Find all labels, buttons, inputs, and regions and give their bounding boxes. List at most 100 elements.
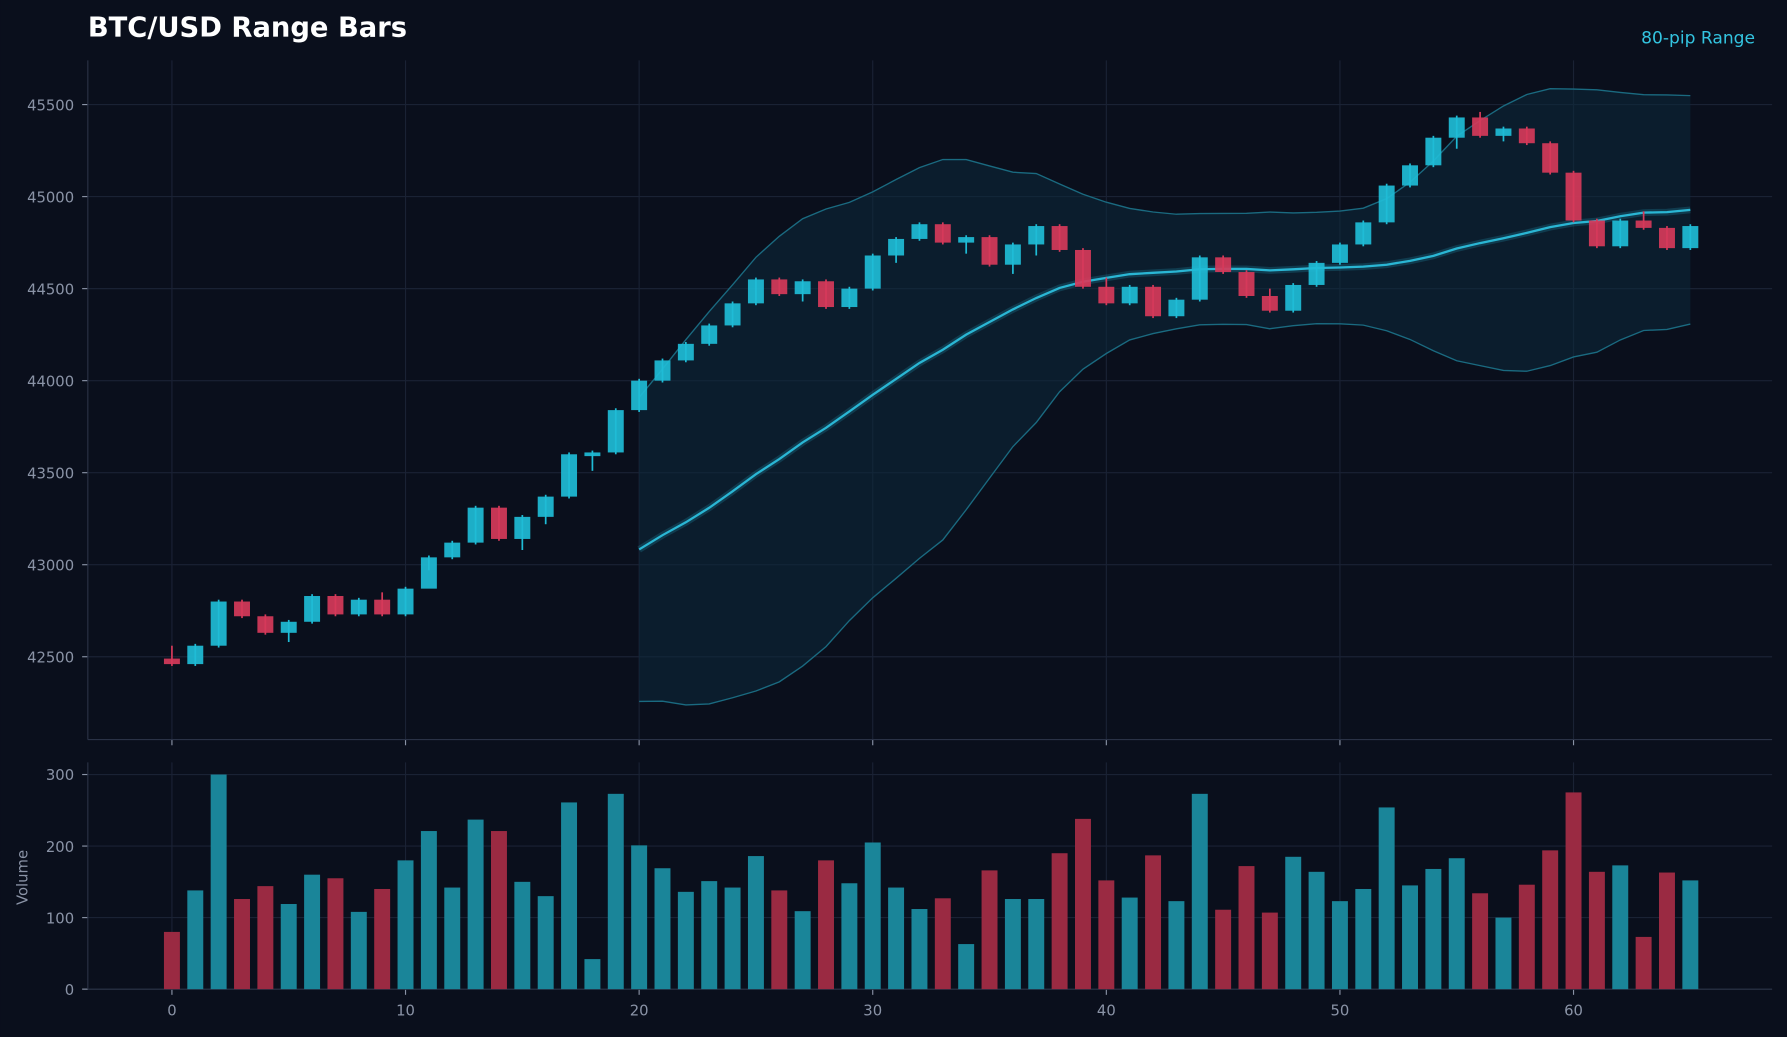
candle-body bbox=[163, 658, 180, 665]
candle-body bbox=[864, 255, 881, 289]
volume-bar bbox=[1355, 888, 1372, 990]
volume-bar bbox=[654, 868, 671, 990]
volume-bar bbox=[1098, 880, 1115, 990]
candle-body bbox=[1402, 165, 1418, 186]
candle-body bbox=[888, 238, 905, 256]
volume-bar bbox=[1425, 868, 1442, 990]
volume-bar bbox=[1542, 850, 1559, 990]
volume-bar bbox=[1215, 909, 1232, 990]
volume-bar bbox=[1565, 792, 1582, 990]
price-tick-label: 45500 bbox=[27, 97, 74, 114]
volume-bar bbox=[1168, 901, 1185, 990]
candle-body bbox=[981, 237, 998, 265]
candle-body bbox=[1448, 117, 1465, 138]
candle-body bbox=[724, 303, 741, 326]
bollinger-upper-line bbox=[638, 88, 1691, 398]
volume-axis-label: Volume bbox=[14, 850, 31, 905]
candle-body bbox=[1261, 295, 1278, 311]
candle-body bbox=[677, 343, 694, 361]
bollinger-lower-line bbox=[639, 323, 1691, 706]
candle-body bbox=[1168, 299, 1185, 317]
volume-bar bbox=[350, 911, 367, 990]
volume-bar bbox=[467, 819, 484, 990]
candle-body bbox=[1051, 226, 1068, 250]
volume-bar bbox=[958, 944, 975, 990]
volume-bar bbox=[1238, 866, 1255, 990]
volume-bar bbox=[1612, 865, 1629, 990]
volume-bar bbox=[701, 881, 718, 990]
price-tick-label: 42500 bbox=[27, 649, 74, 666]
price-panel: 42500 43000 43500 44000 44500 45000 45500 bbox=[27, 60, 1773, 746]
candle-body bbox=[1518, 128, 1535, 144]
candle-body bbox=[561, 454, 578, 497]
volume-bar bbox=[1074, 818, 1091, 990]
volume-bar bbox=[561, 802, 578, 990]
volume-bar bbox=[304, 874, 321, 990]
volume-bar bbox=[747, 856, 764, 990]
x-tick-label: 50 bbox=[1331, 1002, 1350, 1019]
candle-body bbox=[234, 601, 250, 617]
candle-body bbox=[1331, 244, 1348, 263]
volume-bar bbox=[1285, 856, 1302, 990]
volume-bar bbox=[1495, 917, 1512, 990]
candle-body bbox=[187, 645, 204, 665]
candle-body bbox=[701, 325, 718, 344]
candle-body bbox=[490, 507, 507, 539]
candle-body bbox=[584, 452, 601, 457]
volume-bar bbox=[163, 931, 180, 990]
volume-bar bbox=[514, 881, 531, 990]
volume-bar bbox=[1659, 872, 1675, 990]
candle-body bbox=[1074, 249, 1091, 287]
volume-bar bbox=[420, 831, 437, 990]
volume-bar bbox=[1635, 936, 1652, 990]
volume-bar bbox=[1051, 853, 1068, 990]
volume-bar bbox=[771, 890, 788, 990]
candle-body bbox=[1004, 244, 1021, 265]
candle-body bbox=[1425, 137, 1442, 166]
volume-bar bbox=[818, 860, 834, 990]
volume-tick-label: 300 bbox=[46, 767, 74, 784]
candle-body bbox=[654, 360, 671, 381]
volume-panel: 0 10 20 30 40 50 60 0 100 200 300 bbox=[46, 762, 1773, 1019]
candle-body bbox=[911, 224, 928, 239]
candle-body bbox=[1145, 286, 1162, 317]
candle-body bbox=[304, 596, 321, 622]
candle-body bbox=[537, 496, 554, 517]
candle-body bbox=[958, 237, 975, 243]
chart-title: BTC/USD Range Bars bbox=[88, 12, 407, 43]
candle-body bbox=[514, 516, 531, 539]
volume-tick-label: 0 bbox=[65, 982, 74, 999]
candle-body bbox=[1659, 227, 1675, 249]
volume-bar bbox=[1518, 884, 1535, 990]
volume-bar bbox=[280, 904, 297, 990]
candle-body bbox=[747, 279, 764, 304]
volume-bar bbox=[234, 899, 250, 990]
candle-body bbox=[374, 599, 391, 615]
candle-body bbox=[794, 281, 811, 295]
volume-bar bbox=[631, 845, 648, 990]
volume-tick-label: 100 bbox=[46, 910, 74, 927]
volume-bar bbox=[1261, 912, 1278, 990]
candle-body bbox=[467, 507, 484, 543]
volume-bar bbox=[1378, 807, 1395, 990]
volume-tick-label: 200 bbox=[46, 839, 74, 856]
price-tick-label: 44000 bbox=[27, 373, 74, 390]
x-tick-label: 20 bbox=[630, 1002, 649, 1019]
volume-bar bbox=[1331, 901, 1348, 990]
volume-bar bbox=[1004, 899, 1021, 990]
volume-bar bbox=[1191, 793, 1208, 990]
candle-body bbox=[444, 542, 461, 558]
candle-body bbox=[397, 588, 414, 615]
candle-body bbox=[1378, 185, 1395, 223]
range-annotation: 80-pip Range bbox=[1641, 28, 1755, 48]
candle-body bbox=[1495, 128, 1512, 136]
volume-bar bbox=[864, 842, 881, 990]
volume-bar bbox=[607, 793, 624, 990]
volume-bar bbox=[1308, 871, 1325, 990]
price-tick-label: 45000 bbox=[27, 189, 74, 206]
candle-body bbox=[1098, 286, 1115, 304]
volume-bar bbox=[677, 891, 694, 990]
volume-bar bbox=[1402, 885, 1418, 990]
candle-body bbox=[257, 616, 274, 633]
